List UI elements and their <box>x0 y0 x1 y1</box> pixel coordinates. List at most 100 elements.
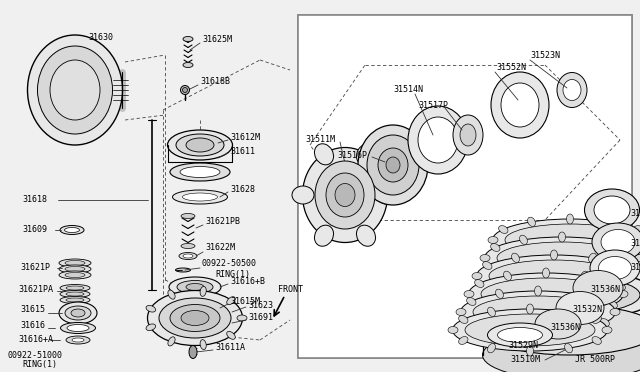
Ellipse shape <box>491 244 500 251</box>
Text: 31691: 31691 <box>248 314 273 323</box>
Ellipse shape <box>168 130 232 160</box>
Ellipse shape <box>418 117 458 163</box>
Ellipse shape <box>180 167 220 177</box>
Ellipse shape <box>592 337 602 344</box>
Ellipse shape <box>616 283 625 291</box>
Ellipse shape <box>608 301 618 308</box>
Text: 31536N: 31536N <box>590 285 620 295</box>
Ellipse shape <box>481 278 611 310</box>
Text: 31615: 31615 <box>20 305 45 314</box>
Ellipse shape <box>176 134 224 156</box>
Ellipse shape <box>175 268 191 272</box>
Ellipse shape <box>632 225 640 233</box>
Ellipse shape <box>592 315 602 323</box>
Text: 31514N: 31514N <box>393 86 423 94</box>
Ellipse shape <box>497 242 627 274</box>
Text: 00922-51000: 00922-51000 <box>8 350 63 359</box>
Ellipse shape <box>189 346 197 359</box>
Ellipse shape <box>497 327 543 343</box>
Ellipse shape <box>65 273 85 278</box>
Ellipse shape <box>543 268 550 278</box>
Text: 31625M: 31625M <box>202 35 232 45</box>
Ellipse shape <box>566 256 573 266</box>
Text: 31621P: 31621P <box>20 263 50 273</box>
Ellipse shape <box>200 286 206 296</box>
Ellipse shape <box>594 196 630 224</box>
Ellipse shape <box>505 224 635 256</box>
Ellipse shape <box>573 289 580 298</box>
Ellipse shape <box>146 324 156 331</box>
Ellipse shape <box>520 272 527 281</box>
Ellipse shape <box>181 244 195 248</box>
Ellipse shape <box>483 305 640 355</box>
Ellipse shape <box>367 135 419 195</box>
Ellipse shape <box>598 257 632 279</box>
Ellipse shape <box>580 271 588 280</box>
Ellipse shape <box>566 214 573 224</box>
Text: RING(1): RING(1) <box>215 269 250 279</box>
Ellipse shape <box>564 343 572 353</box>
Ellipse shape <box>608 280 618 288</box>
Ellipse shape <box>453 115 483 155</box>
Ellipse shape <box>177 280 213 294</box>
Ellipse shape <box>584 189 639 231</box>
Ellipse shape <box>556 292 604 324</box>
Ellipse shape <box>28 35 122 145</box>
Text: FRONT: FRONT <box>278 285 303 295</box>
Ellipse shape <box>182 87 188 93</box>
Ellipse shape <box>504 308 511 317</box>
Ellipse shape <box>66 298 84 302</box>
Ellipse shape <box>624 244 634 251</box>
Text: 31618: 31618 <box>22 196 47 205</box>
Ellipse shape <box>563 80 581 100</box>
Ellipse shape <box>600 318 609 326</box>
Ellipse shape <box>170 163 230 181</box>
Ellipse shape <box>59 265 91 273</box>
Bar <box>298 15 632 358</box>
Ellipse shape <box>71 309 85 317</box>
Ellipse shape <box>181 214 195 218</box>
Text: 31622M: 31622M <box>205 244 235 253</box>
Text: 31628: 31628 <box>230 186 255 195</box>
Ellipse shape <box>66 286 84 290</box>
Text: 31630: 31630 <box>88 33 113 42</box>
Ellipse shape <box>592 223 640 261</box>
Text: 31552N: 31552N <box>496 64 526 73</box>
Text: 31615M: 31615M <box>230 298 260 307</box>
Ellipse shape <box>488 323 552 347</box>
Ellipse shape <box>386 157 400 173</box>
Ellipse shape <box>511 289 520 299</box>
Ellipse shape <box>38 46 113 134</box>
Ellipse shape <box>527 217 536 227</box>
Ellipse shape <box>500 276 640 314</box>
Ellipse shape <box>183 62 193 67</box>
Ellipse shape <box>491 72 549 138</box>
Ellipse shape <box>177 301 213 314</box>
Text: 31529N: 31529N <box>508 341 538 350</box>
Ellipse shape <box>527 253 536 263</box>
Ellipse shape <box>602 327 612 334</box>
Text: 31611: 31611 <box>230 148 255 157</box>
Ellipse shape <box>564 307 572 317</box>
Text: 31523N: 31523N <box>530 51 560 60</box>
Ellipse shape <box>483 270 640 320</box>
Ellipse shape <box>460 124 476 146</box>
Ellipse shape <box>520 235 527 244</box>
Ellipse shape <box>535 309 581 339</box>
Ellipse shape <box>527 304 534 314</box>
Ellipse shape <box>61 323 95 334</box>
Ellipse shape <box>605 253 612 263</box>
Ellipse shape <box>483 330 640 372</box>
Ellipse shape <box>186 283 204 291</box>
Ellipse shape <box>504 271 511 280</box>
Ellipse shape <box>183 254 193 258</box>
Ellipse shape <box>459 315 468 323</box>
Ellipse shape <box>292 186 314 204</box>
Ellipse shape <box>573 326 580 335</box>
Text: 31616+B: 31616+B <box>230 278 265 286</box>
Ellipse shape <box>179 253 197 260</box>
Ellipse shape <box>550 250 557 260</box>
Ellipse shape <box>468 273 623 315</box>
Ellipse shape <box>187 305 203 311</box>
Ellipse shape <box>169 277 221 297</box>
